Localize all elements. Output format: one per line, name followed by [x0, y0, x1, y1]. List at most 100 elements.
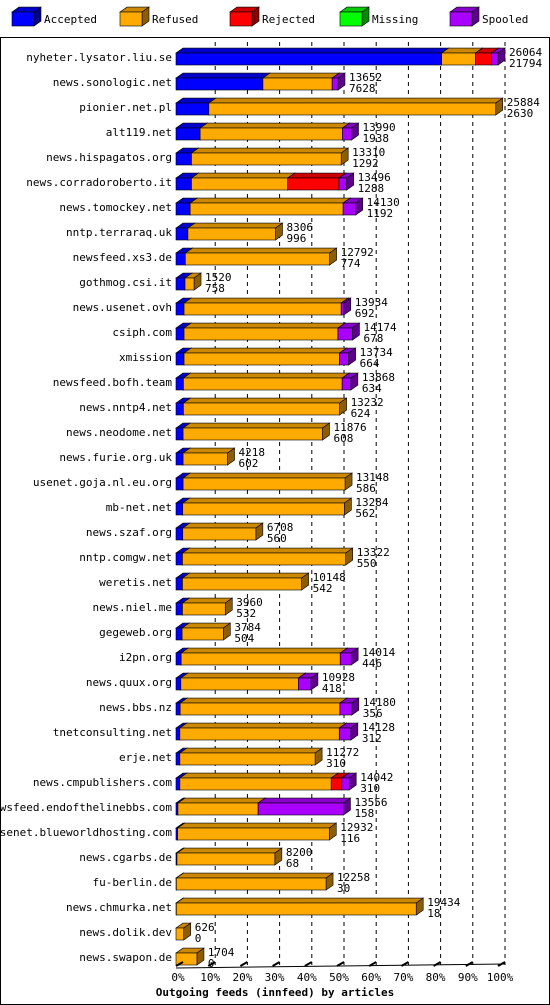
bar-segment-refused	[190, 147, 350, 166]
row-label: fu-berlin.de	[93, 876, 172, 889]
row-label: gegeweb.org	[99, 626, 172, 639]
bar-segment-refused	[207, 97, 504, 116]
x-axis: 0% 10% 20% 30% 40% 50% 60% 70% 80% 90% 100%	[171, 961, 514, 984]
value-label-offered: 14042	[360, 771, 393, 784]
bar-segment-refused	[178, 772, 340, 791]
value-label-accepted: 7628	[349, 82, 376, 95]
bar-segment-refused	[175, 922, 192, 941]
bar-segment-refused	[178, 722, 348, 741]
value-label-offered: 13734	[360, 346, 393, 359]
value-label-offered: 25884	[507, 96, 540, 109]
value-label-accepted: 312	[362, 732, 382, 745]
bar-segment-refused	[181, 522, 264, 541]
value-label-offered: 13934	[355, 296, 388, 309]
value-label-accepted: 692	[355, 307, 375, 320]
row-label: news.swapon.de	[79, 951, 172, 964]
row-label: news.szaf.org	[86, 526, 172, 539]
value-label-offered: 12792	[341, 246, 374, 259]
value-label-accepted: 608	[334, 432, 354, 445]
value-label-offered: 3960	[236, 596, 262, 609]
legend-label-missing: Missing	[372, 13, 418, 26]
bar-segment-refused	[190, 172, 296, 191]
value-label-offered: 14014	[362, 646, 395, 659]
bar-segment-spooled	[339, 647, 360, 666]
bar-segment-refused	[181, 622, 232, 641]
value-label-accepted: 1192	[367, 207, 394, 220]
value-label-accepted: 1288	[358, 182, 385, 195]
x-tick-label: 30%	[265, 971, 285, 984]
legend-label-accepted: Accepted	[44, 13, 97, 26]
row-label: pionier.net.pl	[79, 101, 172, 114]
row-label: news.niel.me	[93, 601, 172, 614]
value-label-accepted: 68	[286, 857, 299, 870]
value-label-offered: 4218	[239, 446, 266, 459]
value-label-accepted: 532	[236, 607, 256, 620]
legend: Accepted Refused Rejected Missing Spooled	[11, 6, 528, 27]
bar-segment-refused	[186, 222, 284, 241]
value-label-accepted: 1938	[362, 132, 389, 145]
value-label-accepted: 21794	[509, 57, 542, 70]
row-label: newsfeed.endofthelinebbs.com	[0, 801, 172, 814]
value-label-offered: 626	[195, 921, 215, 934]
bar-segment-refused	[183, 347, 348, 366]
row-label: news.tomockey.net	[59, 201, 172, 214]
x-tick-label: 90%	[458, 971, 478, 984]
x-tick	[497, 961, 506, 967]
x-tick	[175, 961, 184, 967]
legend-swatch-refused	[119, 6, 150, 27]
x-tick-label: 20%	[232, 971, 252, 984]
row-label: news.cmpublishers.com	[33, 776, 172, 789]
row-label: newsfeed.xs3.de	[73, 251, 172, 264]
row-label: tnetconsulting.net	[53, 726, 172, 739]
value-label-offered: 26064	[509, 46, 542, 59]
bar-segment-refused	[175, 947, 205, 966]
row-label: newsfeed.bofh.team	[53, 376, 173, 389]
row-label: news.bbs.nz	[99, 701, 172, 714]
x-tick	[272, 961, 281, 967]
row-label: mb-net.net	[106, 501, 172, 514]
legend-swatch-spooled	[449, 6, 480, 27]
bar-segment-refused	[176, 822, 338, 841]
bar-segment-rejected	[286, 172, 347, 191]
row-label: news.nntp4.net	[79, 401, 172, 414]
bar-segment-refused	[182, 447, 236, 466]
bar-segment-refused	[183, 297, 350, 316]
legend-label-rejected: Rejected	[262, 13, 315, 26]
value-label-offered: 13496	[358, 171, 391, 184]
value-label-accepted: 1292	[352, 157, 379, 170]
row-label: erje.net	[119, 751, 172, 764]
row-label: alt119.net	[106, 126, 172, 139]
value-label-offered: 13310	[352, 146, 385, 159]
bar-segment-refused	[182, 372, 351, 391]
row-label: csiph.com	[112, 326, 172, 339]
value-label-accepted: 678	[363, 332, 383, 345]
value-label-accepted: 560	[267, 532, 287, 545]
x-tick	[368, 961, 377, 967]
bar-segment-refused	[175, 897, 425, 916]
value-label-accepted: 116	[340, 832, 360, 845]
value-label-offered: 14180	[363, 696, 396, 709]
bar-segment-spooled	[337, 322, 361, 341]
bar-segment-spooled	[341, 122, 360, 141]
value-label-offered: 1704	[208, 946, 235, 959]
